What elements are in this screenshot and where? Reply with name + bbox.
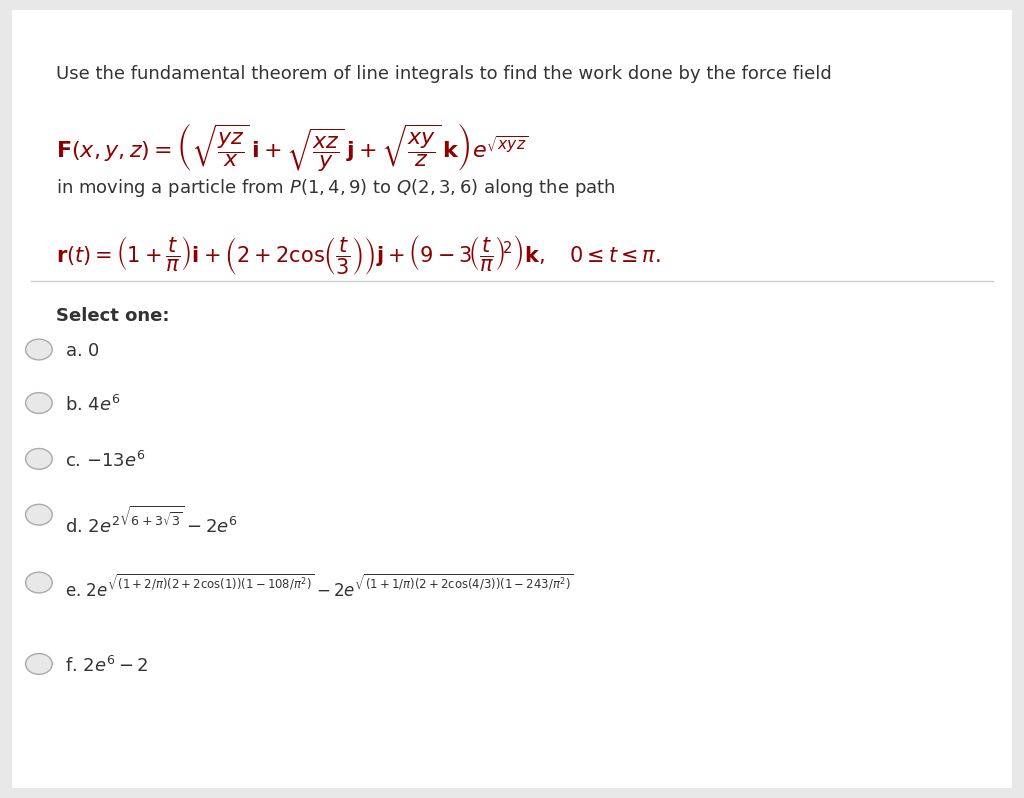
Circle shape — [26, 572, 52, 593]
Text: f. $2e^6 - 2$: f. $2e^6 - 2$ — [65, 656, 148, 676]
Circle shape — [26, 448, 52, 469]
FancyBboxPatch shape — [12, 10, 1012, 788]
Text: Select one:: Select one: — [56, 307, 170, 326]
Circle shape — [26, 504, 52, 525]
Text: a. $0$: a. $0$ — [65, 342, 99, 360]
Text: Use the fundamental theorem of line integrals to find the work done by the force: Use the fundamental theorem of line inte… — [56, 65, 833, 84]
Text: $\mathbf{r}(t) = \left(1 + \dfrac{t}{\pi}\right)\mathbf{i} + \left(2 + 2\cos\!\l: $\mathbf{r}(t) = \left(1 + \dfrac{t}{\pi… — [56, 233, 662, 277]
Text: $\mathbf{F}(x, y, z) = \left( \sqrt{\dfrac{yz}{x}}\,\mathbf{i} + \sqrt{\dfrac{xz: $\mathbf{F}(x, y, z) = \left( \sqrt{\dfr… — [56, 121, 528, 173]
Text: b. $4e^6$: b. $4e^6$ — [65, 395, 120, 415]
Circle shape — [26, 654, 52, 674]
Text: d. $2e^{2\sqrt{6+3\sqrt{3}}} - 2e^6$: d. $2e^{2\sqrt{6+3\sqrt{3}}} - 2e^6$ — [65, 507, 238, 537]
Text: in moving a particle from $P(1, 4, 9)$ to $Q(2, 3, 6)$ along the path: in moving a particle from $P(1, 4, 9)$ t… — [56, 177, 615, 200]
Circle shape — [26, 339, 52, 360]
Text: c. $-13e^6$: c. $-13e^6$ — [65, 451, 145, 471]
Text: e. $2e^{\sqrt{(1+2/\pi)(2+2\cos(1))(1-108/\pi^2)}} - 2e^{\sqrt{(1+1/\pi)(2+2\cos: e. $2e^{\sqrt{(1+2/\pi)(2+2\cos(1))(1-10… — [65, 575, 572, 601]
Circle shape — [26, 393, 52, 413]
